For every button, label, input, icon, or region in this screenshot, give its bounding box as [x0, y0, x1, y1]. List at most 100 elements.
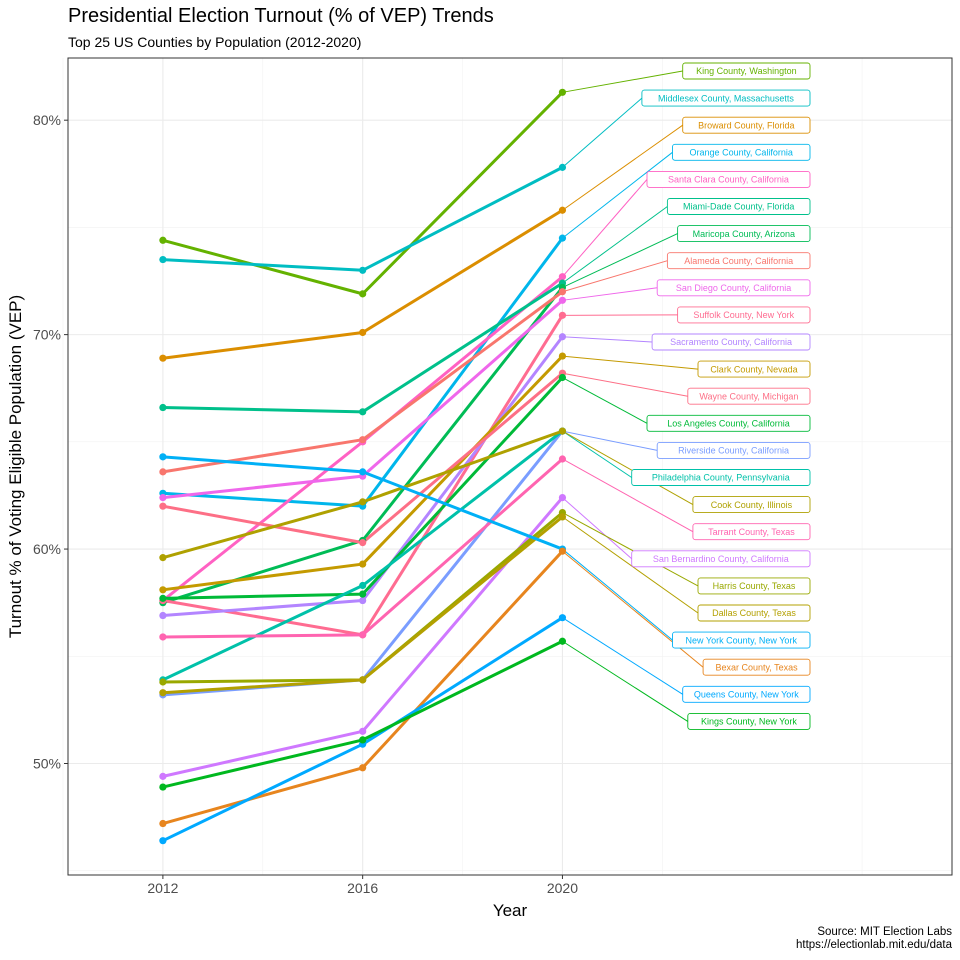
data-point	[359, 596, 367, 605]
data-point	[359, 498, 367, 506]
label-connector	[562, 260, 668, 293]
series-label: Orange County, California	[690, 148, 793, 158]
series-label: Kings County, New York	[701, 717, 797, 727]
series-label: Santa Clara County, California	[668, 175, 789, 185]
series-label: Tarrant County, Texas	[708, 527, 795, 537]
label-connector	[562, 151, 673, 239]
x-tick-label: 2016	[347, 880, 378, 896]
series-label-box	[656, 279, 811, 297]
series-label: San Bernardino County, California	[653, 554, 789, 564]
y-tick-label: 50%	[33, 755, 61, 771]
y-tick-label: 70%	[33, 327, 61, 343]
series-label-box	[702, 658, 811, 676]
data-point	[159, 236, 167, 244]
series-label: Sacramento County, California	[670, 337, 792, 347]
data-point	[159, 633, 167, 641]
data-point	[359, 590, 367, 598]
data-point	[359, 736, 367, 744]
label-connector	[562, 124, 683, 211]
series-label: Maricopa County, Arizona	[693, 229, 795, 239]
label-connector	[562, 70, 683, 93]
caption: Source: MIT Election Labs https://electi…	[796, 926, 952, 952]
series-label: Broward County, Florida	[698, 120, 794, 130]
series-label: Queens County, New York	[694, 690, 799, 700]
y-tick-label: 80%	[33, 112, 61, 128]
data-point	[159, 453, 167, 461]
series-label-box	[697, 604, 811, 622]
caption-source: Source: MIT Election Labs	[817, 926, 952, 938]
series-label-box	[646, 170, 811, 188]
data-point	[159, 772, 167, 780]
series-label-box	[682, 62, 811, 80]
data-point	[558, 296, 567, 304]
data-point	[558, 206, 567, 214]
label-connector	[562, 640, 689, 722]
data-point	[359, 290, 367, 298]
chart-title: Presidential Election Turnout (% of VEP)…	[68, 5, 494, 27]
y-tick-label: 60%	[33, 541, 61, 557]
label-connector	[562, 287, 658, 301]
data-point	[359, 539, 367, 547]
data-point	[558, 273, 567, 281]
data-point	[558, 373, 567, 382]
series-label: Riverside County, California	[678, 446, 789, 456]
label-connector	[562, 512, 699, 587]
label-connector	[562, 617, 683, 695]
data-point	[558, 547, 567, 555]
series-label-box	[697, 577, 811, 595]
data-point	[558, 288, 567, 296]
data-point	[558, 234, 567, 242]
series-label: King County, Washington	[696, 66, 797, 76]
label-connector	[562, 372, 688, 397]
data-point	[159, 783, 167, 791]
series-label: Harris County, Texas	[713, 581, 796, 591]
data-point	[359, 676, 367, 684]
series-label: Philadelphia County, Pennsylvania	[652, 473, 790, 483]
series-label-box	[666, 252, 811, 270]
series-label-box	[692, 523, 811, 541]
data-point	[359, 266, 367, 274]
series-label: San Diego County, California	[676, 283, 791, 293]
series-label-box	[666, 198, 811, 215]
chart-subtitle: Top 25 US Counties by Population (2012-2…	[68, 34, 362, 50]
data-point	[159, 819, 167, 828]
label-connector	[562, 377, 648, 424]
plot-panel-border	[67, 57, 953, 876]
series-label-box	[687, 712, 811, 730]
series-label-box	[677, 225, 811, 243]
data-point	[359, 328, 367, 337]
data-point	[159, 594, 167, 602]
label-connector	[562, 430, 632, 478]
data-point	[558, 163, 567, 171]
series-label-box	[692, 496, 811, 514]
series-label-box	[641, 89, 811, 107]
x-axis-title: Year	[493, 901, 528, 920]
series-label: Miami-Dade County, Florida	[683, 202, 794, 212]
data-point	[159, 586, 167, 594]
label-connector	[562, 430, 694, 506]
series-label: Suffolk County, New York	[693, 310, 794, 320]
y-axis-title: Turnout % of Voting Eligible Population …	[6, 295, 25, 638]
series-label-box	[646, 414, 811, 432]
label-connector	[562, 548, 673, 641]
data-point	[359, 581, 367, 590]
data-point	[558, 637, 567, 645]
data-point	[359, 727, 367, 735]
data-point	[159, 689, 167, 697]
series-labels: King County, Washington Middlesex County,…	[631, 62, 811, 730]
series-label: Wayne County, Michigan	[699, 391, 798, 401]
series-label: Bexar County, Texas	[715, 662, 798, 672]
label-connector	[562, 516, 699, 614]
x-tick-label: 2020	[547, 880, 578, 896]
data-point	[558, 352, 567, 360]
series-label-box	[631, 469, 811, 486]
series-label: Clark County, Nevada	[710, 364, 797, 374]
series-label: New York County, New York	[686, 635, 798, 645]
label-connector	[562, 430, 658, 451]
series-label-box	[672, 143, 811, 161]
data-point	[359, 468, 367, 476]
label-connector	[562, 355, 699, 370]
series-label: Cook County, Illinois	[711, 500, 793, 510]
data-point	[359, 436, 367, 444]
